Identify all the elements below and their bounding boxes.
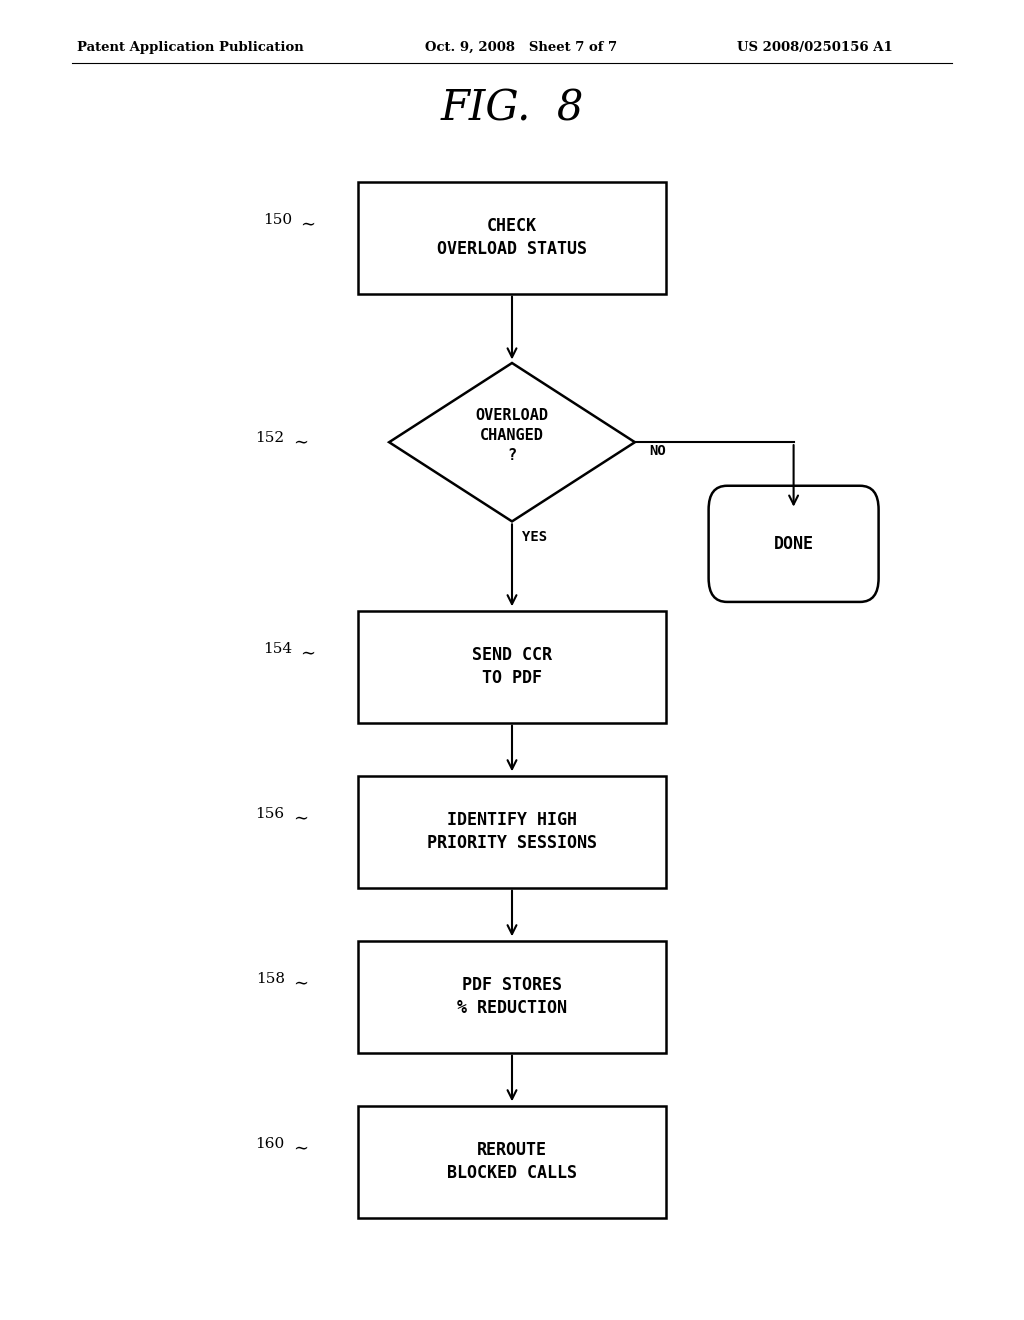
Text: ∼: ∼ bbox=[300, 215, 315, 234]
Text: DONE: DONE bbox=[773, 535, 814, 553]
Text: 156: 156 bbox=[256, 808, 285, 821]
Text: YES: YES bbox=[522, 531, 548, 544]
Bar bbox=[358, 940, 666, 1053]
Text: ∼: ∼ bbox=[300, 644, 315, 663]
Text: CHECK
OVERLOAD STATUS: CHECK OVERLOAD STATUS bbox=[437, 216, 587, 259]
Text: REROUTE
BLOCKED CALLS: REROUTE BLOCKED CALLS bbox=[447, 1140, 577, 1183]
Text: SEND CCR
TO PDF: SEND CCR TO PDF bbox=[472, 645, 552, 688]
Text: NO: NO bbox=[649, 445, 666, 458]
Text: ∼: ∼ bbox=[293, 433, 308, 451]
Text: Patent Application Publication: Patent Application Publication bbox=[77, 41, 303, 54]
Text: ∼: ∼ bbox=[293, 1139, 308, 1158]
Bar bbox=[358, 776, 666, 887]
Polygon shape bbox=[389, 363, 635, 521]
Text: 152: 152 bbox=[256, 432, 285, 445]
Text: FIG.  8: FIG. 8 bbox=[440, 87, 584, 129]
FancyBboxPatch shape bbox=[709, 486, 879, 602]
Text: IDENTIFY HIGH
PRIORITY SESSIONS: IDENTIFY HIGH PRIORITY SESSIONS bbox=[427, 810, 597, 853]
Text: ∼: ∼ bbox=[293, 974, 308, 993]
Text: US 2008/0250156 A1: US 2008/0250156 A1 bbox=[737, 41, 893, 54]
Text: PDF STORES
% REDUCTION: PDF STORES % REDUCTION bbox=[457, 975, 567, 1018]
Bar bbox=[358, 181, 666, 294]
Text: 158: 158 bbox=[256, 973, 285, 986]
Text: 150: 150 bbox=[263, 214, 292, 227]
Text: OVERLOAD
CHANGED
?: OVERLOAD CHANGED ? bbox=[475, 408, 549, 463]
Text: 160: 160 bbox=[255, 1138, 285, 1151]
Text: 154: 154 bbox=[263, 643, 292, 656]
Bar bbox=[358, 1106, 666, 1217]
Bar bbox=[358, 610, 666, 722]
Text: Oct. 9, 2008   Sheet 7 of 7: Oct. 9, 2008 Sheet 7 of 7 bbox=[425, 41, 617, 54]
Text: ∼: ∼ bbox=[293, 809, 308, 828]
